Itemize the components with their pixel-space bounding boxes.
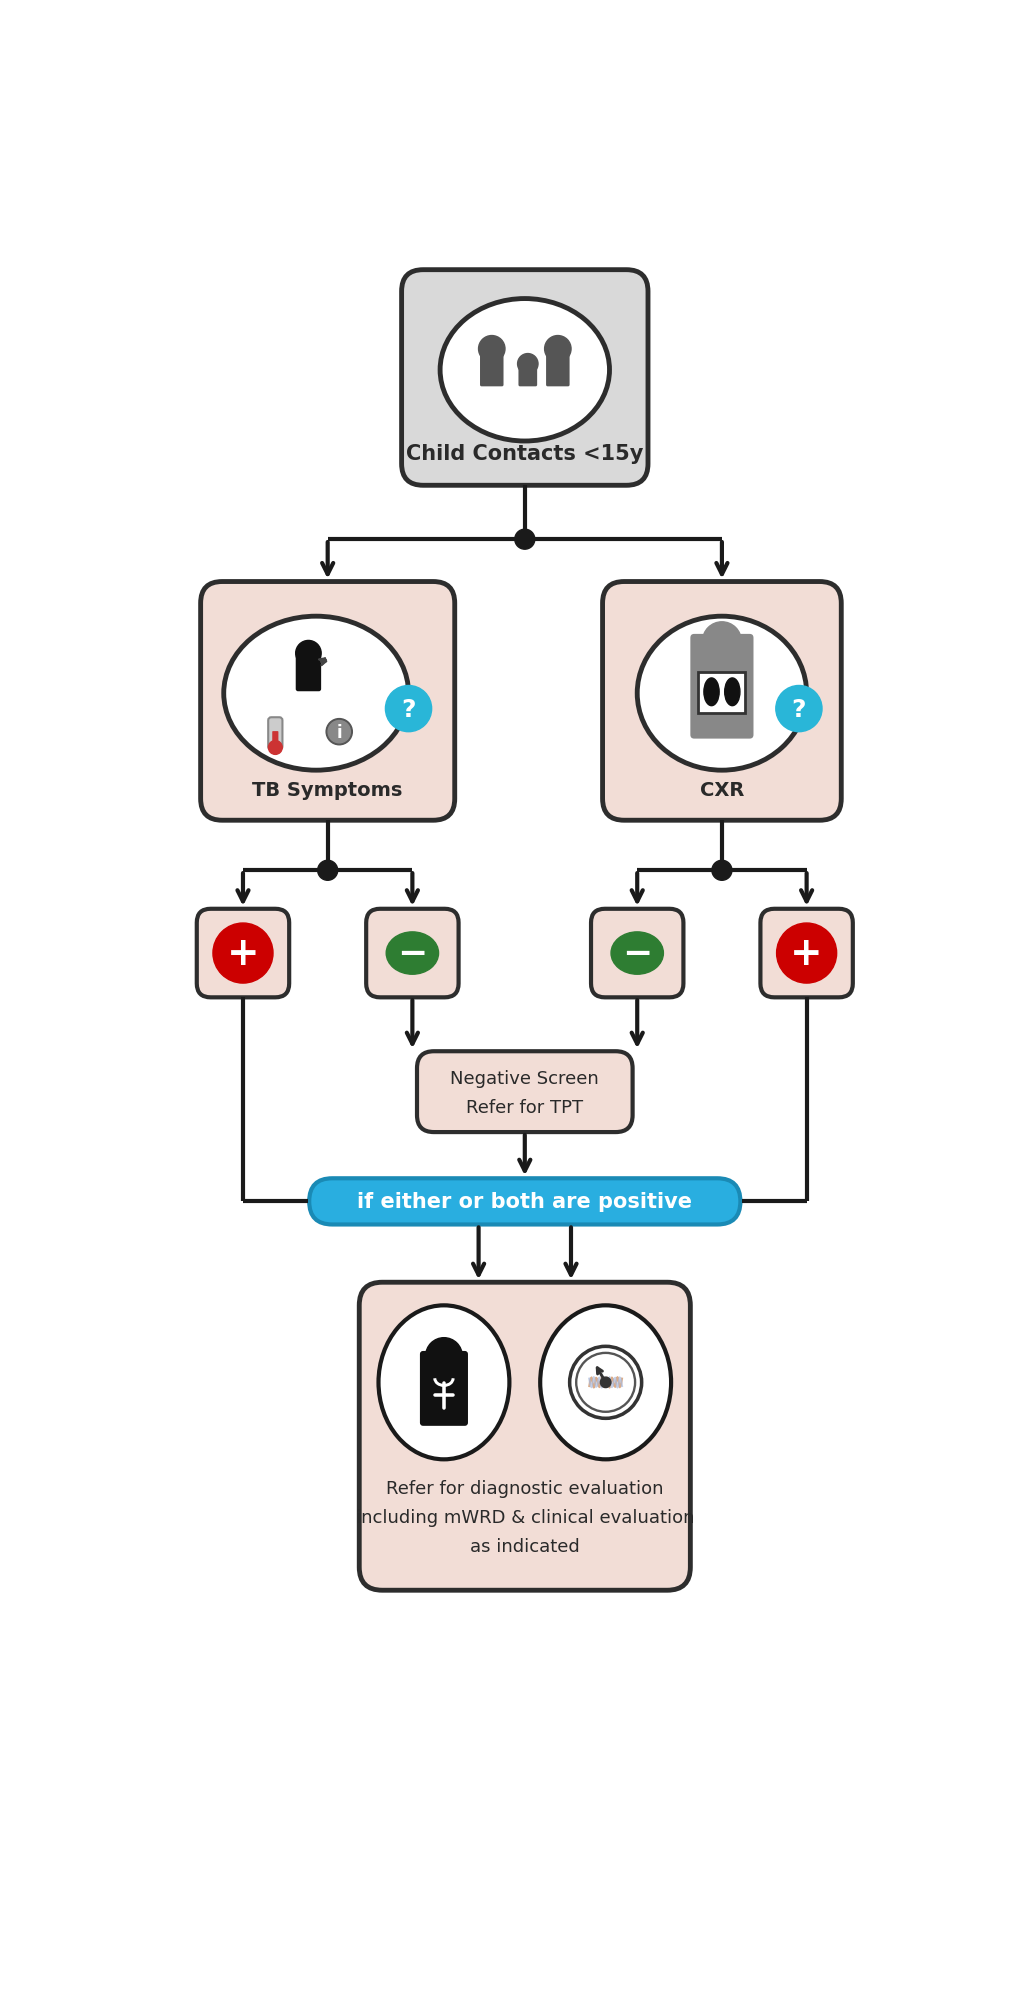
Text: CXR: CXR	[699, 781, 744, 799]
FancyBboxPatch shape	[698, 673, 745, 713]
Circle shape	[296, 641, 322, 667]
Circle shape	[268, 741, 283, 755]
FancyBboxPatch shape	[761, 909, 853, 997]
FancyBboxPatch shape	[268, 717, 283, 749]
Text: −: −	[623, 937, 652, 971]
Text: as indicated: as indicated	[470, 1536, 580, 1554]
Text: ?: ?	[792, 697, 806, 721]
FancyBboxPatch shape	[518, 360, 538, 388]
Ellipse shape	[703, 679, 719, 707]
Text: Negative Screen: Negative Screen	[451, 1069, 599, 1087]
FancyBboxPatch shape	[417, 1051, 633, 1133]
Circle shape	[385, 685, 432, 733]
FancyBboxPatch shape	[591, 909, 683, 997]
Ellipse shape	[386, 933, 438, 975]
Text: Refer for TPT: Refer for TPT	[466, 1099, 584, 1117]
Ellipse shape	[223, 617, 409, 771]
Circle shape	[702, 623, 741, 661]
Circle shape	[712, 861, 732, 881]
Ellipse shape	[541, 1305, 671, 1461]
FancyBboxPatch shape	[480, 346, 504, 388]
Circle shape	[426, 1339, 462, 1375]
Ellipse shape	[725, 679, 740, 707]
Ellipse shape	[213, 923, 273, 983]
FancyBboxPatch shape	[401, 270, 648, 486]
Circle shape	[326, 719, 352, 745]
FancyBboxPatch shape	[197, 909, 289, 997]
Text: Refer for diagnostic evaluation: Refer for diagnostic evaluation	[386, 1479, 664, 1497]
FancyBboxPatch shape	[272, 731, 279, 747]
Circle shape	[317, 861, 338, 881]
Text: Child Contacts <15y: Child Contacts <15y	[407, 444, 643, 464]
Text: ?: ?	[401, 697, 416, 721]
Text: including mWRD & clinical evaluation: including mWRD & clinical evaluation	[355, 1508, 694, 1526]
Ellipse shape	[776, 923, 837, 983]
Circle shape	[515, 529, 535, 549]
Circle shape	[545, 336, 571, 364]
Circle shape	[517, 354, 538, 376]
Text: if either or both are positive: if either or both are positive	[357, 1191, 692, 1211]
FancyBboxPatch shape	[367, 909, 459, 997]
Circle shape	[328, 721, 350, 743]
Circle shape	[600, 1377, 611, 1389]
Text: TB Symptoms: TB Symptoms	[253, 781, 402, 799]
Text: i: i	[337, 723, 342, 741]
FancyBboxPatch shape	[201, 581, 455, 821]
Ellipse shape	[379, 1305, 509, 1461]
FancyBboxPatch shape	[546, 346, 569, 388]
FancyBboxPatch shape	[420, 1351, 468, 1427]
FancyBboxPatch shape	[602, 581, 842, 821]
Ellipse shape	[637, 617, 807, 771]
Text: +: +	[791, 935, 823, 973]
Text: +: +	[226, 935, 259, 973]
FancyBboxPatch shape	[359, 1283, 690, 1590]
Circle shape	[478, 336, 505, 364]
Ellipse shape	[440, 300, 609, 442]
Ellipse shape	[611, 933, 664, 975]
FancyBboxPatch shape	[690, 635, 754, 739]
Text: −: −	[397, 937, 427, 971]
FancyBboxPatch shape	[309, 1179, 740, 1225]
Circle shape	[776, 685, 822, 733]
FancyBboxPatch shape	[296, 649, 322, 691]
